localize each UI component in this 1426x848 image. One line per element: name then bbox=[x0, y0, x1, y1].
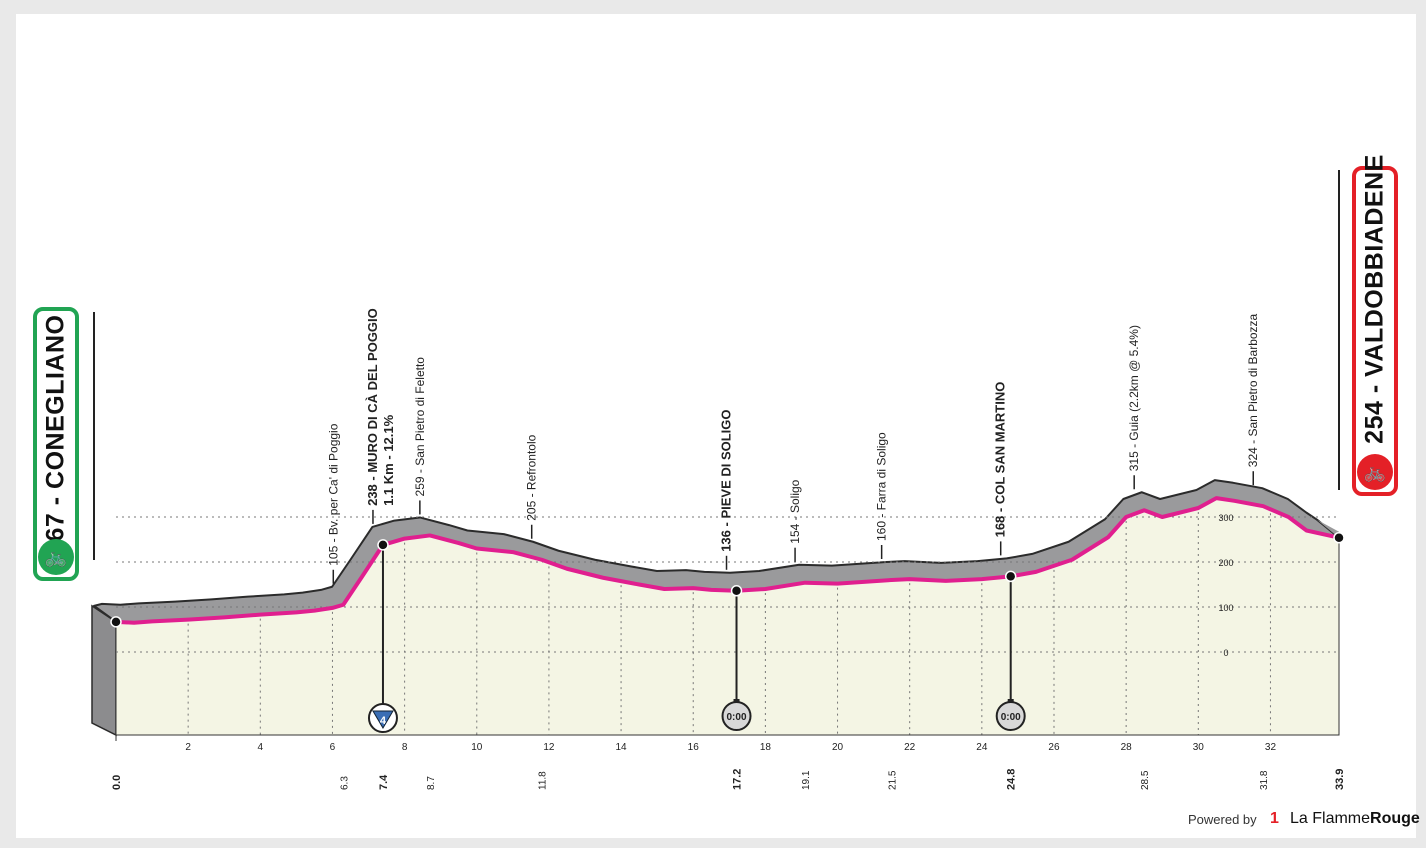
x-tick-label: 6 bbox=[330, 742, 336, 753]
poi-sublabel: 1.1 Km - 12.1% bbox=[381, 414, 396, 505]
km-marker-label: 19.1 bbox=[801, 770, 812, 790]
route-point-dot bbox=[730, 585, 743, 597]
route-point-dot bbox=[1004, 570, 1017, 583]
poi-label: 160 - Farra di Soligo bbox=[875, 432, 889, 541]
x-axis: 2 4 6 8 10 12 14 16 18 20 22 24 26 28 30 320.0 6.3 7.4 8.7… bbox=[111, 734, 1346, 790]
route-point-dot bbox=[377, 539, 389, 551]
route-line bbox=[115, 496, 1340, 625]
km-marker-label: 31.8 bbox=[1259, 770, 1270, 790]
x-tick-label: 4 bbox=[258, 742, 264, 753]
poi-label: 259 - San Pietro di Feletto bbox=[413, 357, 427, 497]
km-marker-label: 0.0 bbox=[111, 775, 123, 790]
marks-layer: 105 - Bv. per Ca' di Poggio 238 - MURO DI… bbox=[93, 170, 1345, 733]
kom-category-label: 4 bbox=[380, 715, 387, 727]
stopwatch-crown bbox=[733, 699, 740, 703]
x-tick-label: 22 bbox=[904, 742, 916, 753]
brand-name-regular: La Flamme bbox=[1290, 810, 1371, 827]
start-badge: 67 - CONEGLIANO 🚲 bbox=[33, 307, 79, 581]
poi-label: 168 - COL SAN MARTINO bbox=[993, 382, 1008, 538]
brand-name: La FlammeRouge bbox=[1290, 810, 1420, 828]
x-tick-label: 16 bbox=[688, 742, 700, 753]
km-marker-label: 7.4 bbox=[378, 774, 390, 790]
finish-dot bbox=[1333, 531, 1345, 544]
y-tick-label: 0 bbox=[1223, 648, 1228, 658]
km-marker-label: 28.5 bbox=[1140, 770, 1151, 790]
x-tick-label: 18 bbox=[760, 742, 772, 753]
km-marker-label: 8.7 bbox=[426, 776, 437, 790]
poi-label: 238 - MURO DI CÀ DEL POGGIO bbox=[365, 308, 380, 506]
km-marker-label: 24.8 bbox=[1006, 769, 1018, 790]
km-marker-label: 21.5 bbox=[888, 770, 899, 790]
km-marker-label: 6.3 bbox=[339, 776, 350, 790]
poi-label: 154 - Soligo bbox=[788, 479, 802, 543]
stopwatch-crown bbox=[1007, 699, 1014, 703]
ridge-tail bbox=[1317, 519, 1339, 538]
poi-label: 315 - Guia (2.2km @ 5.4%) bbox=[1127, 325, 1141, 471]
start-dot bbox=[110, 616, 122, 628]
time-check-label: 0:00 bbox=[727, 712, 747, 723]
x-tick-label: 24 bbox=[976, 742, 988, 753]
powered-by-text: Powered by bbox=[1188, 812, 1257, 827]
finish-label: 254 - VALDOBBIADENE bbox=[1360, 153, 1389, 444]
x-tick-label: 32 bbox=[1265, 742, 1277, 753]
route-layer bbox=[115, 496, 1340, 625]
kom-triangle-icon bbox=[372, 710, 394, 729]
y-tick-label: 300 bbox=[1218, 513, 1233, 523]
time-check-label: 0:00 bbox=[1001, 712, 1021, 723]
brand-logo-icon: 1 bbox=[1270, 810, 1279, 827]
brand-name-bold: Rouge bbox=[1370, 810, 1420, 827]
cyclist-icon: 🚲 bbox=[38, 539, 74, 575]
x-tick-label: 12 bbox=[543, 742, 555, 753]
grid-layer: 300 200 100 0 bbox=[116, 512, 1339, 735]
km-marker-label: 33.9 bbox=[1334, 769, 1346, 790]
x-tick-label: 30 bbox=[1193, 742, 1205, 753]
x-tick-label: 10 bbox=[471, 742, 483, 753]
x-tick-label: 14 bbox=[616, 742, 628, 753]
x-tick-label: 28 bbox=[1121, 742, 1133, 753]
x-tick-label: 8 bbox=[402, 742, 408, 753]
x-tick-label: 20 bbox=[832, 742, 844, 753]
start-label: 67 - CONEGLIANO bbox=[41, 314, 70, 542]
poi-label: 105 - Bv. per Ca' di Poggio bbox=[326, 423, 340, 565]
y-tick-label: 100 bbox=[1218, 603, 1233, 613]
poi-label: 205 - Refrontolo bbox=[525, 434, 539, 520]
x-tick-label: 2 bbox=[185, 742, 191, 753]
km-marker-label: 17.2 bbox=[732, 769, 744, 790]
x-tick-label: 26 bbox=[1048, 742, 1060, 753]
cyclist-icon: 🚲 bbox=[1357, 454, 1393, 490]
poi-label: 324 - San Pietro di Barbozza bbox=[1246, 313, 1260, 467]
y-tick-label: 200 bbox=[1218, 558, 1233, 568]
poi-label: 136 - PIEVE DI SOLIGO bbox=[719, 409, 734, 551]
finish-badge: 254 - VALDOBBIADENE 🚲 bbox=[1352, 154, 1398, 496]
km-marker-label: 11.8 bbox=[538, 771, 549, 790]
